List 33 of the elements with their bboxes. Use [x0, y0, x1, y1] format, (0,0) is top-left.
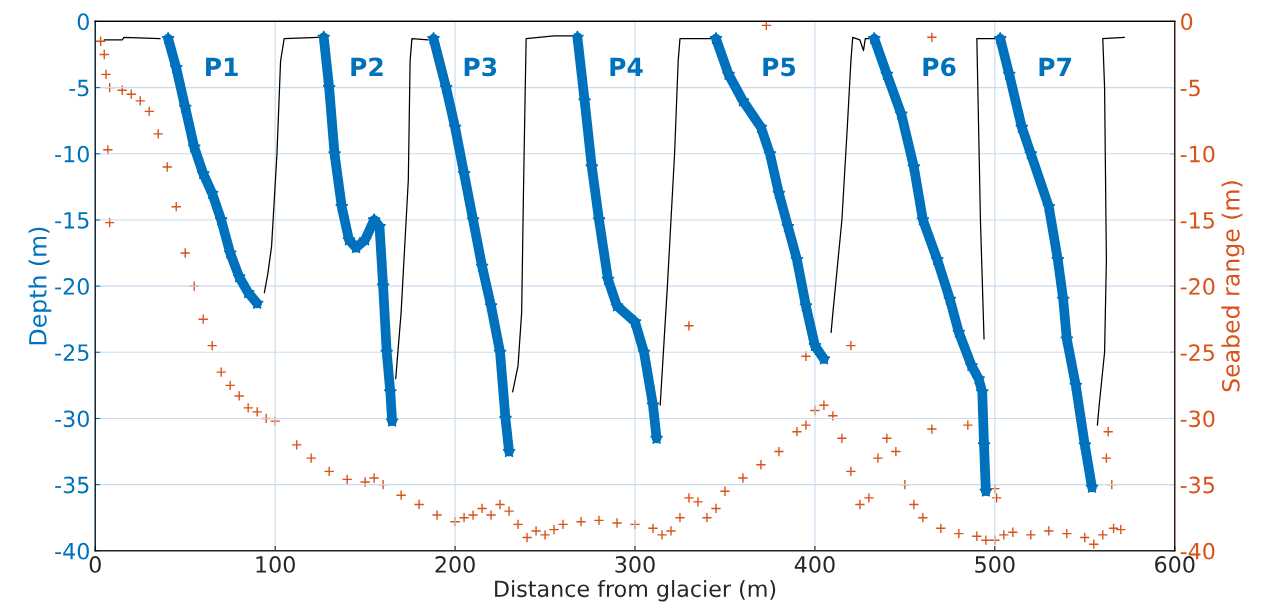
y-tick-label: -15: [55, 212, 89, 229]
y2-axis-title: Seabed range (m): [1221, 181, 1245, 392]
y2-tick-label: 0: [1181, 13, 1193, 31]
y2-tick-label: -15: [1180, 212, 1214, 229]
y-tick-label: -10: [55, 145, 89, 163]
y2-tick-label: -30: [1180, 410, 1215, 428]
y-tick-label: -20: [55, 278, 89, 295]
annotation: P2: [351, 57, 383, 76]
x-tick-label: 0: [89, 556, 101, 573]
annotation: P4: [610, 57, 643, 76]
x-axis-title: Distance from glacier (m): [495, 579, 776, 602]
x-tick-label: 300: [615, 556, 655, 573]
x-tick-label: 400: [794, 556, 835, 573]
annotation: P7: [1039, 57, 1071, 76]
y-tick-label: -5: [69, 79, 89, 97]
x-tick-label: 200: [435, 556, 475, 573]
annotation: P6: [923, 57, 956, 77]
y-tick-label: -40: [55, 542, 89, 560]
annotation: P1: [206, 57, 238, 76]
x-tick-label: 500: [975, 556, 1015, 573]
y2-tick-label: -35: [1180, 476, 1214, 494]
y2-tick-label: -10: [1180, 145, 1215, 163]
y2-tick-label: -20: [1180, 278, 1215, 295]
y-axis-title: Depth (m): [28, 227, 52, 345]
y2-tick-label: -5: [1180, 79, 1200, 97]
y2-tick-label: -25: [1180, 344, 1214, 362]
y-tick-label: -30: [55, 410, 89, 428]
x-tick-label: 100: [256, 556, 295, 573]
annotation: P3: [464, 57, 497, 77]
y-tick-label: 0: [77, 13, 89, 31]
annotation: P5: [763, 57, 796, 77]
y-tick-label: -25: [55, 344, 89, 362]
y-tick-label: -35: [55, 476, 89, 494]
